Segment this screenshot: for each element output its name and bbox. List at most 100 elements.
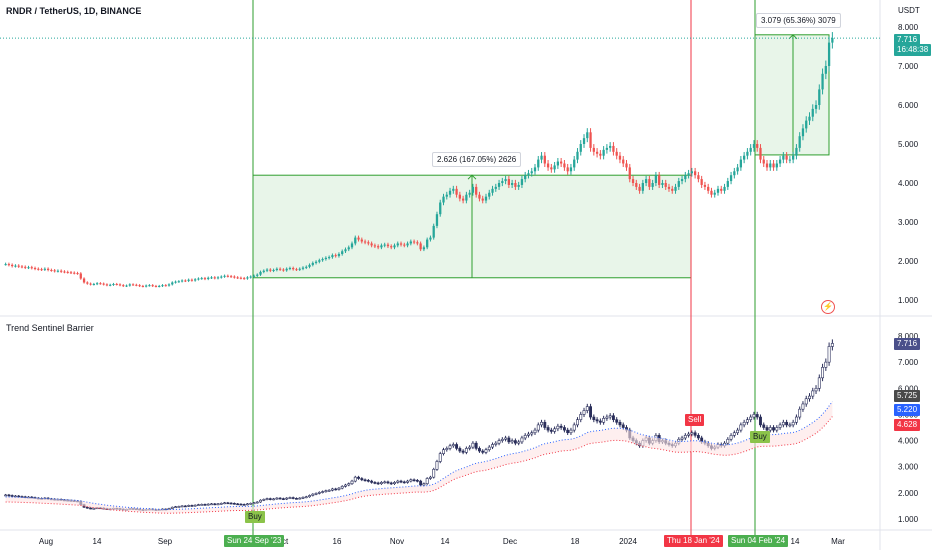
candle-body [510,183,514,185]
candle-body [30,267,33,269]
candle-body [259,271,262,275]
ind-candle-body [611,415,615,420]
candle-body [785,155,788,160]
measure-arrowhead-2 [788,34,798,40]
candle-body [720,188,723,191]
candle-body [455,188,458,195]
candle-body [344,249,347,252]
ind-candle-body [778,424,782,428]
candle-body [403,244,406,246]
candle-body [798,136,801,148]
candle-body [661,183,664,185]
ind-candle-body [458,448,462,452]
candle-body [468,192,471,195]
ind-candle-body [422,483,426,486]
ind-candle-body [85,506,89,509]
candle-body [484,196,488,201]
candle-body [622,159,625,164]
ind-candle-body [693,432,697,436]
candle-body [638,186,641,191]
flash-icon[interactable]: ⚡ [821,300,835,314]
candle-body [756,144,759,148]
candle-body [475,186,478,195]
date-tag-exit: Thu 18 Jan '24 [664,535,723,547]
candle-body [282,269,285,271]
candle-body [723,186,726,191]
time-tick-label: Sep [158,537,173,546]
candle-body [82,278,86,283]
ind-candle-body [435,461,439,470]
ind-candle-body [804,398,808,405]
candle-body [373,245,377,247]
ind-candle-body [543,421,547,428]
candle-body [236,277,239,279]
ind-candle-body [468,446,472,449]
ind-candle-body [621,424,625,428]
ind-candle-body [520,437,524,443]
candle-body [308,264,311,267]
ind-candle-body [344,484,347,487]
ind-candle-body [680,437,684,440]
ind-candle-body [301,497,305,499]
ind-tag-upper: 5.220 [894,404,921,416]
ind-candle-body [821,367,825,379]
candle-body [576,151,579,160]
candle-body [742,155,746,160]
candle-body [89,283,92,285]
ind-candle-body [455,444,459,449]
ind-candle-body [605,416,609,419]
candle-body [478,194,481,199]
candle-body [69,272,73,274]
candle-body [207,277,210,279]
ind-tag-lower: 4.628 [894,419,921,431]
ind-candle-body [376,482,380,485]
candle-body [213,277,216,279]
candle-body [396,243,399,246]
ind-candle-body [193,504,197,507]
ind-candle-body [262,499,266,501]
candle-body [43,268,46,270]
candle-body [278,268,282,270]
ind-candle-body [268,498,272,500]
ind-candle-body [360,478,364,481]
ind-candle-body [363,479,367,482]
ind-tick-label: 6.000 [898,384,919,393]
candle-body [194,279,197,281]
ind-candle-body [347,483,351,486]
ind-candle-body [811,390,815,397]
ind-candle-body [366,480,370,482]
ind-candle-body [402,481,406,484]
candle-body [788,159,792,161]
candle-body [752,144,756,148]
measure-arrowhead-1 [467,174,477,180]
ind-candle-body [255,501,259,504]
ind-candle-body [298,497,302,500]
candle-body [795,147,798,156]
candle-body [92,284,96,286]
time-tick-label: 2024 [619,537,637,546]
candle-body [135,284,138,286]
ind-candle-body [592,416,596,420]
candle-body [79,273,82,279]
candle-body [33,268,37,270]
candle-body [246,277,249,279]
candle-body [311,262,314,265]
candle-body [151,285,154,287]
ind-candle-body [500,438,504,441]
candle-body [618,155,622,160]
candle-body [125,285,128,287]
ind-candle-body [615,419,619,423]
ind-candle-body [295,498,298,500]
candle-body [4,264,7,266]
ind-candle-body [523,435,527,439]
candle-body [60,270,63,272]
price-tick-label: 5.000 [898,140,919,149]
candle-body [220,276,223,278]
ind-candle-body [781,421,785,426]
candle-body [517,184,520,187]
ind-candle-body [464,448,468,453]
ind-candle-body [203,504,207,506]
ind-candle-body [389,482,393,485]
ind-candle-body [830,343,834,347]
